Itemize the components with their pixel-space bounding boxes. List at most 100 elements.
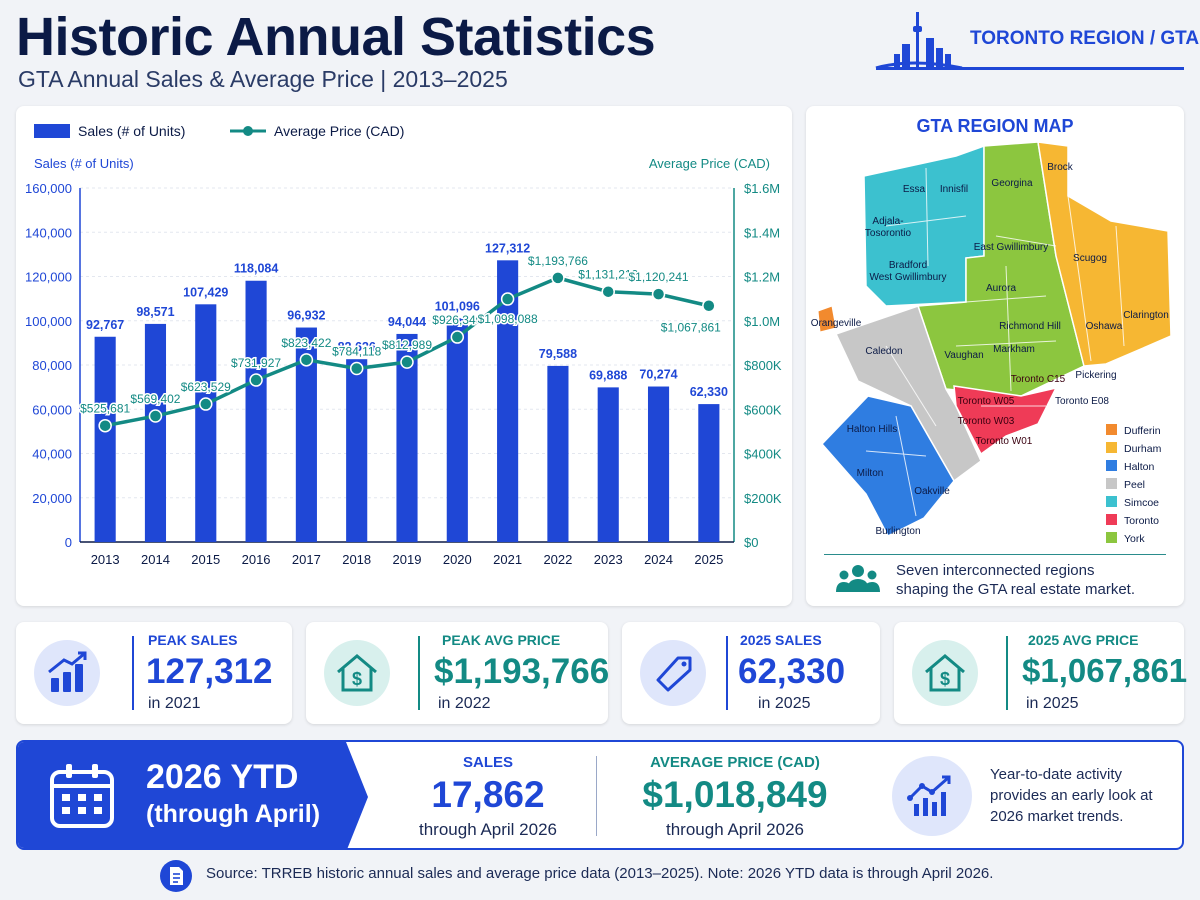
bar-2017	[295, 327, 317, 542]
legend-label-price: Average Price (CAD)	[274, 123, 404, 139]
ytd-price-label: AVERAGE PRICE (CAD)	[650, 754, 820, 771]
map-legend-label: Durham	[1124, 443, 1162, 455]
calendar-icon	[50, 764, 114, 828]
price-point-2014	[148, 409, 163, 423]
page-subtitle: GTA Annual Sales & Average Price | 2013–…	[18, 66, 508, 92]
y2-tick-label: $1.4M	[744, 225, 780, 240]
map-label: Markham	[993, 344, 1035, 355]
y2-tick-label: $200K	[744, 491, 782, 506]
price-point-2020	[450, 330, 465, 344]
bar-data-label: 62,330	[690, 385, 728, 399]
ytd-sales-sub: through April 2026	[419, 820, 557, 839]
ytd-price-value: $1,018,849	[642, 774, 828, 815]
gta-region-map: Essa Innisfil Georgina Brock Adjala-Tosoront…	[811, 141, 1172, 545]
map-legend-swatch	[1106, 514, 1117, 525]
map-label: Toronto W03	[958, 416, 1015, 427]
price-point-2013	[98, 418, 112, 433]
bar-data-label: 94,044	[388, 315, 426, 329]
price-point-2023	[601, 284, 615, 299]
x-tick-label: 2019	[393, 552, 422, 567]
y2-tick-label: $800K	[744, 358, 782, 373]
y2-tick-label: $1.0M	[744, 314, 780, 329]
x-tick-label: 2014	[141, 552, 170, 567]
kpi-sub: in 2021	[148, 695, 201, 712]
bar-2025	[698, 404, 720, 542]
ytd-note: Year-to-date activity provides an early …	[990, 766, 1153, 825]
map-legend-label: Toronto	[1124, 515, 1159, 527]
y-tick-label: 80,000	[32, 358, 72, 373]
kpi-label: PEAK SALES	[148, 632, 238, 648]
price-point-2022	[551, 271, 565, 285]
map-label: Oshawa	[1086, 321, 1123, 332]
legend-swatch-sales	[34, 124, 70, 138]
y-tick-label: 100,000	[25, 314, 72, 329]
price-point-2019	[400, 355, 414, 369]
bar-data-label: 92,767	[86, 318, 124, 332]
map-legend-label: Dufferin	[1124, 425, 1161, 437]
document-icon	[160, 860, 192, 892]
map-legend-swatch	[1106, 532, 1117, 543]
y-tick-label: 20,000	[32, 491, 72, 506]
bar-data-label: 70,274	[639, 368, 677, 382]
kpi-sub: in 2025	[758, 695, 811, 712]
price-point-2015	[199, 397, 213, 411]
price-point-2021	[500, 292, 515, 306]
bar-data-label: 107,429	[183, 285, 228, 299]
brand-underline	[876, 67, 1184, 70]
price-data-label: $1,131,219	[578, 268, 638, 282]
bar-data-label: 118,084	[234, 262, 279, 276]
map-legend-swatch	[1106, 424, 1117, 435]
map-label: Clarington	[1123, 310, 1169, 321]
map-legend-label: York	[1124, 533, 1145, 545]
map-label: Essa	[903, 184, 926, 195]
x-tick-label: 2016	[242, 552, 271, 567]
bar-data-label: 98,571	[136, 305, 174, 319]
map-separator	[824, 554, 1166, 555]
y2-tick-label: $400K	[744, 447, 782, 462]
map-label: Caledon	[865, 346, 902, 357]
house-dollar-icon: $	[912, 640, 978, 706]
house-dollar-icon: $	[324, 640, 390, 706]
bar-2021	[497, 260, 519, 542]
map-legend-label: Simcoe	[1124, 497, 1159, 509]
bar-2022	[547, 365, 569, 542]
sales-price-chart: Sales (# of Units) Average Price (CAD) Sal…	[25, 123, 782, 567]
map-label: Bradford	[889, 260, 927, 271]
ytd-title: 2026 YTD	[146, 758, 299, 796]
toronto-skyline-icon	[875, 12, 963, 70]
bar-2018	[346, 359, 368, 542]
price-data-label: $1,193,766	[528, 254, 588, 268]
price-point-2018	[349, 361, 364, 376]
kpi-label: 2025 AVG PRICE	[1028, 632, 1139, 648]
bar-2020	[446, 318, 468, 542]
map-legend-label: Peel	[1124, 479, 1145, 491]
map-label: Pickering	[1075, 370, 1116, 381]
x-tick-label: 2025	[694, 552, 723, 567]
people-group-icon	[836, 565, 880, 592]
trend-chart-icon	[892, 756, 972, 836]
map-label: Halton Hills	[847, 424, 898, 435]
legend-label-sales: Sales (# of Units)	[78, 123, 185, 139]
price-data-label: $623,529	[181, 380, 231, 394]
y-tick-label: 60,000	[32, 402, 72, 417]
y2-tick-label: $1.6M	[744, 181, 780, 196]
kpi-peak-sales: PEAK SALES 127,312 in 2021	[16, 622, 292, 724]
source-note: Source: TRREB historic annual sales and …	[206, 865, 994, 882]
map-legend-swatch	[1106, 478, 1117, 489]
map-label: Orangeville	[811, 318, 862, 329]
map-label: Aurora	[986, 283, 1016, 294]
ytd-subtitle: (through April)	[146, 800, 321, 828]
map-label: West Gwillimbury	[869, 272, 946, 283]
kpi-value: 127,312	[146, 652, 273, 691]
price-tag-icon	[640, 640, 706, 706]
kpi-sub: in 2022	[438, 695, 491, 712]
map-label: Toronto W05	[958, 396, 1015, 407]
y-axis-title: Sales (# of Units)	[34, 156, 134, 171]
y-tick-label: 160,000	[25, 181, 72, 196]
y-tick-label: 40,000	[32, 447, 72, 462]
price-data-label: $812,989	[382, 338, 432, 352]
y-tick-label: 0	[65, 535, 72, 550]
y2-axis-title: Average Price (CAD)	[649, 156, 770, 171]
map-label: Oakville	[914, 486, 950, 497]
bar-data-label: 79,588	[539, 347, 577, 361]
